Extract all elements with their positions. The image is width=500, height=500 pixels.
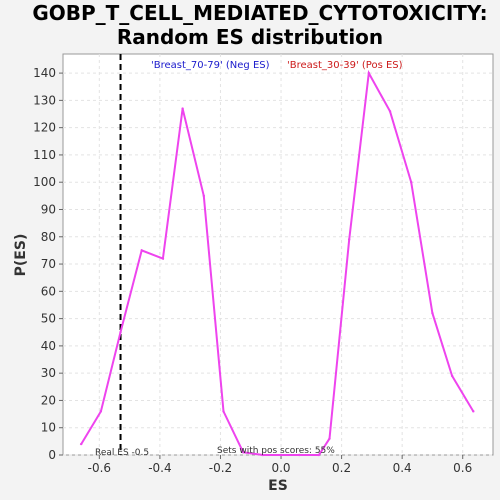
x-tick-label: 0.4 <box>393 461 412 475</box>
axis-ticks: -0.6 -0.4 -0.2 0.0 0.2 0.4 0.6 0 10 20 30 40 50 60 70 8… <box>33 66 472 475</box>
y-tick-label: 30 <box>41 366 56 380</box>
y-tick-label: 70 <box>41 257 56 271</box>
y-tick-label: 10 <box>41 421 56 435</box>
x-axis-label: ES <box>268 478 288 494</box>
data-point <box>317 453 321 457</box>
series-points <box>79 71 475 457</box>
data-point <box>347 238 351 241</box>
y-tick-label: 60 <box>41 284 56 298</box>
y-tick-label: 120 <box>33 121 56 135</box>
x-tick-label: 0.2 <box>332 461 351 475</box>
data-point <box>297 453 301 457</box>
x-tick-label: 0.6 <box>453 461 472 475</box>
data-point <box>140 249 143 252</box>
x-tick-label: -0.6 <box>88 461 111 475</box>
data-point <box>472 410 475 413</box>
chart-title-line2: Random ES distribution <box>117 25 383 49</box>
data-point <box>161 257 165 260</box>
y-tick-label: 110 <box>33 148 56 162</box>
data-point <box>279 453 283 457</box>
y-tick-label: 0 <box>48 448 56 462</box>
data-point <box>181 107 184 110</box>
data-point <box>410 181 413 184</box>
data-point <box>99 410 103 413</box>
y-tick-label: 40 <box>41 339 56 353</box>
y-tick-label: 130 <box>33 93 56 107</box>
legend-neg-es: 'Breast_70-79' (Neg ES) <box>151 60 270 71</box>
data-point <box>261 453 265 457</box>
chart-title-line1: GOBP_T_CELL_MEDIATED_CYTOTOXICITY: <box>32 1 487 25</box>
data-point <box>367 71 371 75</box>
x-tick-label: -0.2 <box>209 461 232 475</box>
pos-scores-annotation: Sets with pos scores: 55% <box>217 446 335 456</box>
data-point <box>450 374 454 378</box>
data-point <box>222 410 225 413</box>
data-point <box>431 311 434 315</box>
data-point <box>241 451 245 454</box>
y-tick-label: 100 <box>33 175 56 189</box>
data-point <box>202 194 206 198</box>
x-tick-label: -0.4 <box>148 461 171 475</box>
y-axis-label: P(ES) <box>13 234 29 277</box>
data-point <box>79 442 83 446</box>
y-tick-label: 140 <box>33 66 56 80</box>
y-tick-label: 80 <box>41 230 56 244</box>
y-tick-label: 20 <box>41 393 56 407</box>
data-point <box>328 437 331 440</box>
plot-area <box>62 53 494 456</box>
grid-lines <box>63 54 493 456</box>
data-point <box>119 331 122 334</box>
x-tick-label: 0.0 <box>271 461 290 475</box>
y-tick-label: 90 <box>41 202 56 216</box>
real-es-label: Real ES -0.5 <box>95 448 149 458</box>
y-tick-label: 50 <box>41 312 56 326</box>
legend-pos-es: 'Breast_30-39' (Pos ES) <box>287 60 403 71</box>
data-point <box>388 110 392 113</box>
